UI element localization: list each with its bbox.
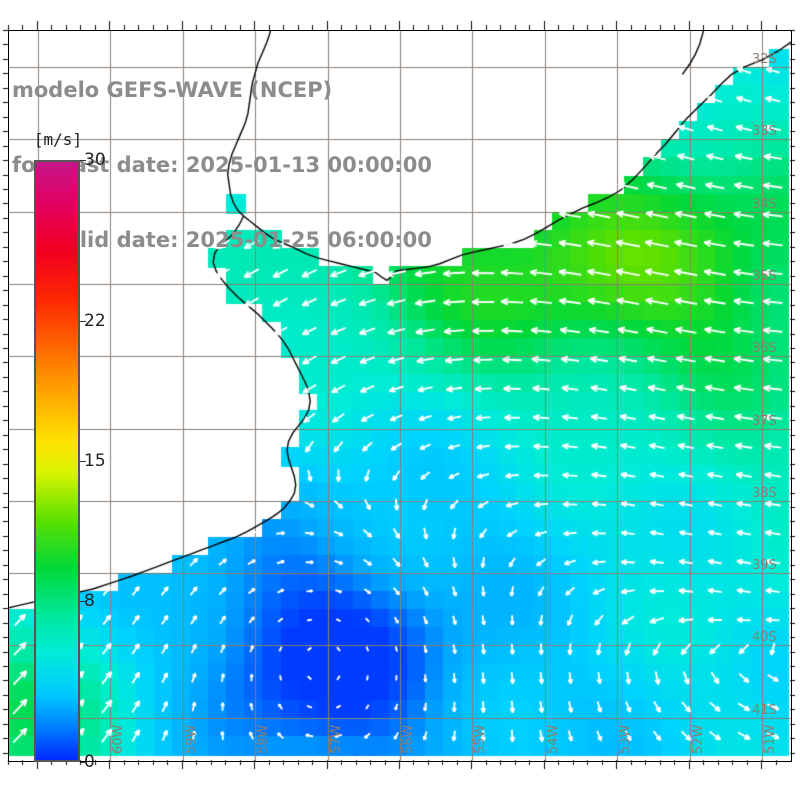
colorbar-tick-mark bbox=[80, 320, 86, 322]
colorbar-tick-22: 22 bbox=[84, 310, 106, 331]
map-plot-area bbox=[8, 30, 792, 762]
coastline-and-wind-arrows bbox=[9, 31, 791, 761]
colorbar-tick-mark bbox=[80, 461, 86, 462]
colorbar-unit-label: [m/s] bbox=[33, 130, 83, 149]
colorbar-tick-0: 0 bbox=[84, 752, 95, 772]
colorbar-tick-mark bbox=[80, 160, 86, 161]
colorbar-tick-mark bbox=[80, 601, 86, 603]
colorbar-tick-15: 15 bbox=[84, 451, 106, 471]
colorbar-tick-8: 8 bbox=[84, 591, 95, 612]
colorbar-tick-mark bbox=[80, 762, 86, 763]
colorbar bbox=[34, 160, 80, 762]
colorbar-tick-30: 30 bbox=[84, 150, 106, 170]
